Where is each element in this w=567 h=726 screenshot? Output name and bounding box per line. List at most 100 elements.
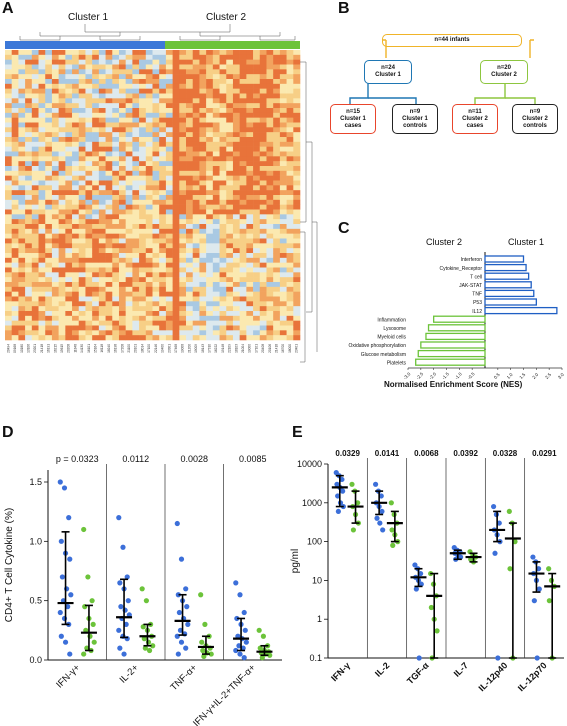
- sample-id: 17208: [120, 344, 124, 353]
- data-point: [89, 598, 95, 604]
- sample-id: 19148: [221, 344, 225, 353]
- data-point: [139, 586, 145, 592]
- data-point: [546, 598, 552, 604]
- data-point: [142, 645, 148, 651]
- data-point: [260, 633, 266, 639]
- data-point: [458, 554, 464, 560]
- y-tick-label: 10000: [297, 459, 322, 469]
- data-point: [417, 570, 424, 577]
- data-point: [257, 645, 263, 651]
- sample-id: 16215: [53, 344, 57, 353]
- data-point: [198, 592, 204, 598]
- data-point: [176, 609, 182, 616]
- sample-id: 23401: [295, 344, 299, 353]
- sample-id: 09168: [13, 344, 17, 353]
- nes-category-label: Myeloid cells: [377, 335, 406, 341]
- data-point: [178, 639, 185, 645]
- sample-id: 17101: [254, 344, 258, 353]
- nes-category-label: JAK-STAT: [459, 283, 482, 289]
- sample-id: 16118: [100, 344, 104, 353]
- sample-id: 10180: [20, 344, 24, 353]
- flow-cluster-2: n=20 Cluster 2: [480, 60, 528, 84]
- row-dendrogram: [300, 61, 318, 363]
- sample-id: 13106: [26, 344, 30, 353]
- data-point: [124, 574, 130, 580]
- c-x-tick-label: 3.0: [557, 372, 565, 380]
- sample-id: 18000: [288, 344, 292, 353]
- data-point: [495, 655, 501, 661]
- cluster-1-label: Cluster 1: [68, 12, 109, 23]
- cluster-2-label: Cluster 2: [206, 12, 247, 23]
- y-tick-label: 1.0: [29, 536, 42, 546]
- cluster-1-bar: [5, 41, 165, 49]
- panel-b-label: B: [338, 0, 350, 17]
- data-point: [412, 562, 418, 568]
- nes-bar: [427, 324, 486, 332]
- p-value-label: p = 0.0323: [56, 454, 99, 464]
- data-point: [339, 476, 345, 483]
- category-label: IFN-γ+: [54, 662, 82, 690]
- data-point: [350, 527, 357, 533]
- panel-e-label: E: [292, 424, 303, 441]
- data-point: [267, 652, 273, 658]
- sample-id: 16191: [47, 344, 51, 353]
- data-point: [546, 566, 552, 572]
- data-point: [150, 643, 156, 649]
- sample-id: 19400: [161, 344, 165, 353]
- data-point: [123, 621, 129, 627]
- data-point: [68, 592, 74, 598]
- nes-bar: [420, 341, 486, 349]
- sample-id: 14130: [80, 344, 84, 353]
- sample-id: 21004: [241, 344, 245, 353]
- nes-category-label: Oxidative phosphorylation: [348, 343, 406, 349]
- p-value-label: 0.0329: [335, 449, 360, 458]
- data-point: [117, 580, 123, 586]
- y-tick-label: 1: [317, 614, 322, 624]
- flow-cluster-1-controls: n=9 Cluster 1 controls: [392, 104, 438, 134]
- c-x-tick-label: -2.5: [415, 371, 424, 380]
- y-axis-label: CD4+ T Cell Cytokine (%): [4, 508, 15, 622]
- p-value-label: 0.0085: [239, 454, 267, 464]
- data-point: [535, 566, 542, 572]
- data-point: [512, 539, 518, 545]
- data-point: [59, 574, 65, 580]
- data-point: [65, 604, 71, 610]
- data-point: [240, 645, 246, 651]
- data-point: [379, 508, 385, 515]
- data-point: [85, 574, 91, 580]
- data-point: [66, 515, 72, 521]
- nes-category-label: T cell: [470, 274, 482, 280]
- category-label: IL-12p40: [477, 660, 510, 693]
- y-tick-label: 0.5: [29, 596, 42, 606]
- nes-category-label: IL12: [472, 309, 482, 315]
- data-point: [175, 592, 181, 598]
- nes-bar: [484, 306, 558, 315]
- data-point: [413, 586, 419, 592]
- data-point: [116, 515, 122, 521]
- sample-id: 20106: [268, 344, 272, 353]
- data-point: [177, 627, 184, 633]
- c-x-tick-label: -3.0: [402, 371, 411, 380]
- nes-bar: [484, 289, 535, 298]
- p-value-label: 0.0028: [180, 454, 208, 464]
- data-point: [259, 655, 265, 661]
- nes-category-label: Glucose metabolism: [361, 352, 406, 358]
- flow-cluster-2-cases: n=11 Cluster 2 cases: [452, 104, 498, 134]
- data-point: [390, 542, 396, 548]
- data-point: [492, 550, 498, 556]
- sample-id: 21200: [187, 344, 191, 353]
- data-point: [81, 526, 87, 533]
- category-label: TNF-α+: [168, 662, 199, 693]
- cd4-cytokine-chart: 0.0 0.5 1.0 1.5 CD4+ T Cell Cytokine (%) p = …: [4, 454, 282, 726]
- data-point: [146, 647, 153, 654]
- data-point: [378, 493, 384, 499]
- y-tick-label: 0.1: [309, 653, 322, 663]
- category-label: IFN-γ: [329, 660, 352, 683]
- y-tick-label: 0.0: [29, 655, 42, 665]
- flow-top-link: [382, 39, 534, 58]
- data-point: [534, 655, 540, 661]
- data-point: [349, 481, 355, 487]
- c-x-tick-label: 1.5: [518, 372, 526, 380]
- category-label: IL-12p70: [516, 660, 549, 693]
- category-label: IL-2: [373, 660, 391, 678]
